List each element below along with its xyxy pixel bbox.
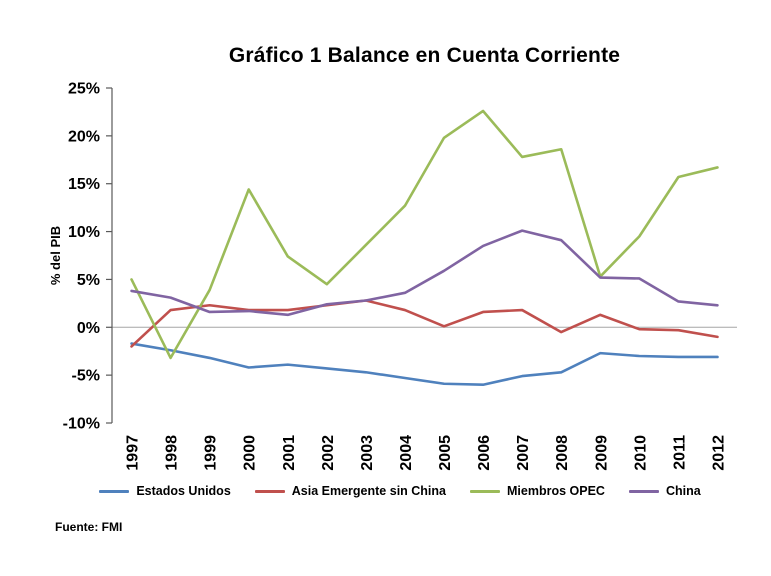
legend-line-marker	[254, 489, 285, 493]
x-tick-label: 2003	[359, 435, 376, 471]
x-tick-label: 2002	[320, 435, 337, 471]
chart-legend: Estados Unidos Asia Emergente sin China …	[60, 484, 740, 498]
legend-label: Miembros OPEC	[507, 484, 605, 498]
legend-item-estados-unidos: Estados Unidos	[99, 484, 231, 498]
legend-line-marker	[99, 489, 130, 493]
y-tick-label: 15%	[68, 176, 100, 193]
legend-item-china: China	[628, 484, 701, 498]
legend-label: Asia Emergente sin China	[291, 484, 446, 498]
series-line-estados-unidos	[130, 342, 719, 387]
legend-label: Estados Unidos	[136, 484, 231, 498]
x-tick-label: 2011	[671, 435, 688, 470]
legend-line-marker	[470, 489, 500, 493]
x-tick-label: 2001	[281, 435, 298, 471]
x-tick-label: 2004	[398, 435, 415, 471]
legend-item-miembros-opec: Miembros OPEC	[470, 484, 605, 498]
source-note: Fuente: FMI	[55, 520, 123, 534]
y-axis-title: % del PIB	[48, 226, 63, 285]
x-tick-label: 2010	[632, 435, 649, 471]
legend-line-marker	[628, 489, 659, 493]
y-tick-label: -5%	[72, 368, 100, 385]
x-tick-label: 1998	[164, 435, 181, 471]
y-tick-label: 10%	[68, 224, 100, 241]
y-tick-label: -10%	[63, 416, 100, 433]
series-line-miembros-opec	[130, 109, 719, 360]
y-tick-label: 20%	[68, 128, 100, 145]
legend-item-asia-emergente-sin-china: Asia Emergente sin China	[254, 484, 446, 498]
series-line-asia-emergente-sin-china	[130, 299, 719, 348]
x-tick-label: 2005	[437, 435, 454, 471]
x-tick-label: 2007	[515, 435, 532, 471]
x-tick-label: 2000	[242, 435, 259, 471]
x-tick-label: 1999	[203, 435, 220, 471]
y-tick-label: 5%	[77, 272, 100, 289]
x-tick-label: 1997	[125, 435, 142, 471]
x-tick-label: 2009	[593, 435, 610, 471]
chart-title: Gráfico 1 Balance en Cuenta Corriente	[228, 44, 621, 67]
legend-label: China	[665, 484, 701, 498]
series-line-china	[130, 229, 719, 317]
y-tick-label: 25%	[68, 81, 100, 98]
x-tick-label: 2008	[554, 435, 571, 471]
x-tick-label: 2006	[476, 435, 493, 471]
y-tick-label: 0%	[77, 320, 100, 337]
x-tick-label: 2012	[710, 435, 727, 471]
